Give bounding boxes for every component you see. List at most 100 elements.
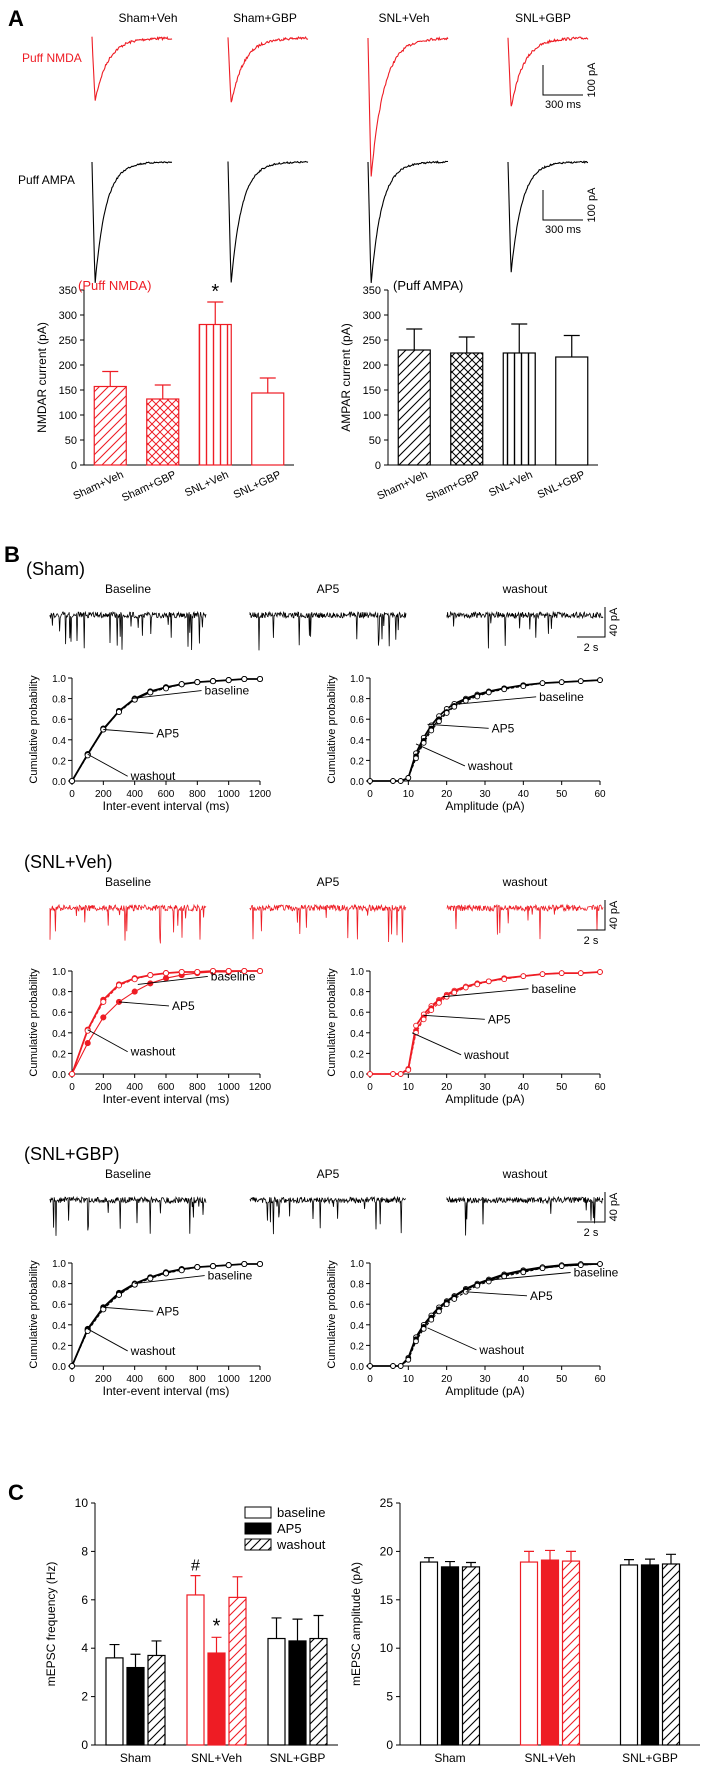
legend-swatch (244, 1506, 272, 1519)
data-point (178, 1267, 185, 1274)
data-point (68, 1362, 76, 1370)
data-point (390, 1071, 396, 1077)
y-tick-label: 0.8 (52, 988, 66, 999)
y-tick-label: 100 (59, 410, 77, 422)
x-tick-label: 400 (126, 1082, 143, 1093)
data-point (194, 968, 201, 976)
data-point (436, 1000, 442, 1006)
callout-line (484, 1272, 571, 1281)
bar (640, 1564, 660, 1746)
data-point (485, 689, 492, 696)
data-point (520, 1269, 527, 1276)
callout-label: baseline (531, 982, 576, 996)
bar (207, 1652, 226, 1746)
x-tick-label: 0 (367, 789, 373, 800)
bar (267, 1637, 286, 1746)
x-tick-label: 20 (441, 1082, 453, 1093)
panel-b-snl-gbp: (SNL+GBP) Baseline AP5 washout 40 pA 2 s 0.0 0.… (24, 1144, 620, 1398)
data-point (436, 1308, 442, 1315)
y-tick-label: 0 (375, 460, 381, 472)
current-trace (367, 36, 449, 177)
chart-title: (Puff NMDA) (78, 278, 151, 293)
y-tick-label: 2 (81, 1690, 88, 1704)
y-tick-label: 0.4 (350, 1029, 364, 1040)
y-tick-label: 0.2 (350, 1049, 364, 1060)
bar (397, 349, 431, 466)
panel-label-a: A (8, 6, 24, 31)
data-point (558, 1263, 565, 1269)
x-tick-label: 30 (479, 1374, 491, 1385)
y-tick-label: 0.4 (52, 1029, 66, 1040)
x-axis-label: Amplitude (pA) (445, 1384, 524, 1398)
y-tick-label: 50 (369, 435, 381, 447)
group-label: (SNL+GBP) (24, 1144, 120, 1164)
y-axis-label: Cumulative probability (28, 968, 40, 1077)
x-tick-label: 40 (518, 1374, 530, 1385)
error-bar (154, 384, 171, 399)
x-tick-label: 800 (189, 1374, 206, 1385)
data-point (428, 1007, 435, 1013)
data-point (131, 1281, 138, 1288)
data-point (256, 967, 264, 975)
scale-bar-x-label: 300 ms (545, 224, 582, 236)
error-bar (313, 1614, 324, 1639)
callout-label: AP5 (492, 721, 515, 735)
callout-label: baseline (574, 1266, 619, 1280)
group-label: (SNL+Veh) (24, 852, 113, 872)
y-tick-label: 10 (75, 1496, 89, 1510)
mepsc-frequency-chart: 0 2 4 6 8 10 mEPSC frequency (Hz) Sham SNL+Veh # *… (44, 1496, 338, 1765)
bar (93, 385, 127, 466)
x-tick-label: 1200 (249, 1374, 272, 1385)
error-bar (458, 336, 475, 353)
y-tick-label: 4 (81, 1641, 88, 1655)
callout-label: baseline (211, 969, 256, 983)
y-tick-label: 0.6 (350, 715, 364, 726)
bar (105, 1657, 124, 1746)
x-tick-label: 20 (441, 789, 453, 800)
error-bar (259, 377, 276, 393)
callout-line (131, 690, 202, 700)
bar (461, 1566, 481, 1746)
y-tick-label: 0.4 (350, 1321, 364, 1332)
y-axis-label: Cumulative probability (326, 675, 338, 784)
bar (198, 323, 232, 466)
x-tick-label: SNL+GBP (622, 1751, 678, 1765)
data-point (390, 778, 396, 784)
scale-bar (577, 607, 606, 638)
error-bar (151, 1640, 162, 1656)
error-bar (666, 1553, 676, 1564)
x-tick-label: 600 (158, 1374, 175, 1385)
x-tick-label: Sham+GBP (424, 469, 482, 505)
bar (540, 1559, 560, 1746)
data-point (256, 675, 264, 683)
data-point (436, 718, 442, 725)
y-tick-label: 0 (386, 1738, 393, 1752)
x-tick-label: 0 (69, 789, 75, 800)
y-tick-label: 300 (363, 310, 381, 322)
error-bar (566, 1550, 576, 1562)
mepsc-trace (249, 1195, 407, 1235)
callout-label: washout (463, 1048, 509, 1062)
y-tick-label: 0.8 (350, 988, 364, 999)
trace-label: AP5 (317, 875, 340, 889)
data-point (443, 710, 450, 716)
x-tick-label: 1200 (249, 789, 272, 800)
y-tick-label: 350 (59, 285, 77, 297)
current-trace (91, 161, 173, 283)
data-point (100, 1014, 107, 1021)
y-tick-label: 0.8 (52, 1280, 66, 1291)
data-point (539, 971, 546, 977)
callout-line (118, 1001, 170, 1007)
x-tick-label: 1000 (218, 1374, 241, 1385)
y-axis-label: Cumulative probability (28, 675, 40, 784)
condition-label: SNL+GBP (515, 11, 571, 25)
data-point (597, 1261, 603, 1267)
data-point (520, 683, 527, 690)
trace-label: Baseline (105, 875, 151, 889)
panel-label-b: B (4, 542, 20, 567)
x-axis-label: Inter-event interval (ms) (103, 1384, 230, 1398)
data-point (84, 1040, 91, 1047)
callout-label: baseline (208, 1269, 253, 1283)
error-bar (466, 1561, 476, 1567)
